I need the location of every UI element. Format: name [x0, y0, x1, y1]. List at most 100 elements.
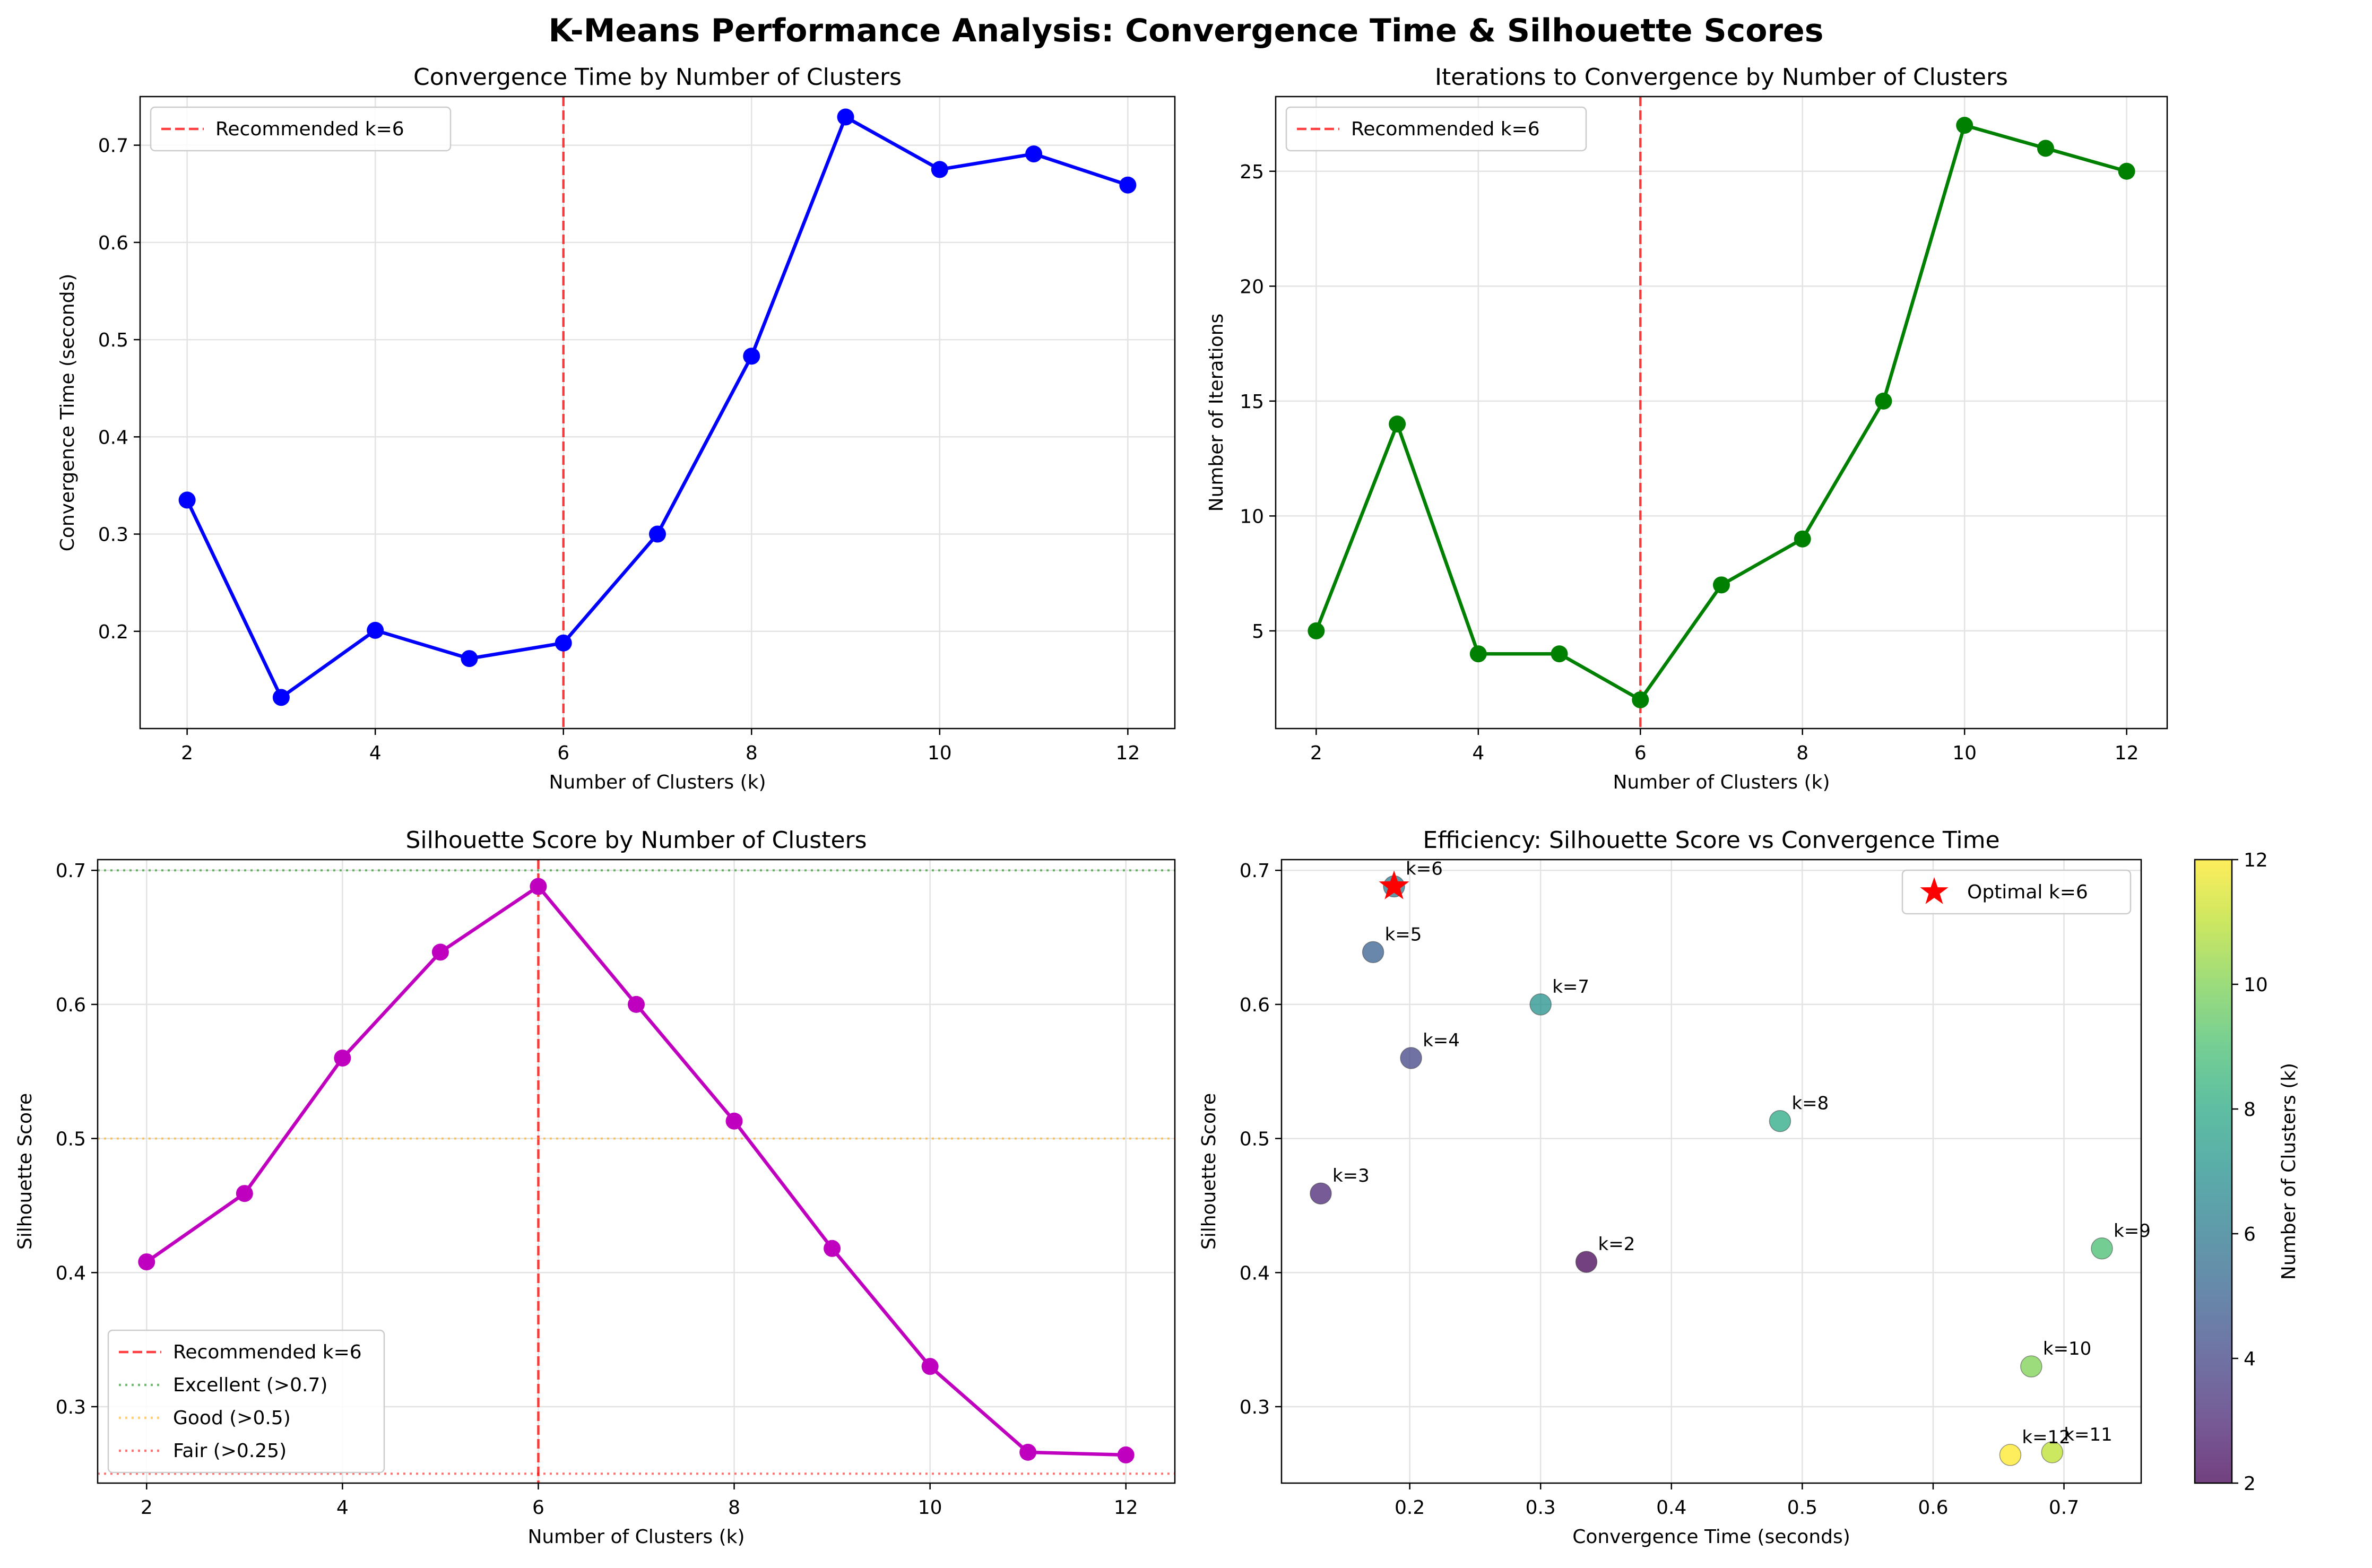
- data-point: [1551, 645, 1568, 663]
- scatter-point: [1999, 1444, 2022, 1466]
- x-tick-label: 0.2: [1395, 1497, 1425, 1519]
- scatter-point: [1400, 1047, 1422, 1069]
- legend-label: Recommended k=6: [173, 1341, 362, 1363]
- data-point: [2118, 162, 2135, 180]
- scatter-point: [2091, 1237, 2113, 1260]
- data-point: [178, 491, 196, 509]
- data-point: [921, 1358, 939, 1375]
- y-tick-label: 0.7: [1240, 860, 1270, 882]
- data-point: [1469, 645, 1487, 663]
- axes-frame: [1275, 96, 2168, 730]
- point-label: k=6: [1406, 859, 1443, 880]
- scatter-point: [1310, 1182, 1332, 1205]
- legend-box: [1285, 106, 1587, 152]
- scatter-point: [1769, 1110, 1791, 1132]
- x-tick-label: 10: [918, 1497, 942, 1519]
- data-point: [837, 108, 854, 126]
- x-tick-label: 6: [532, 1497, 544, 1519]
- y-tick-label: 0.2: [98, 621, 128, 643]
- x-tick-label: 2: [181, 742, 193, 764]
- data-point: [1308, 622, 1325, 639]
- colorbar-tick-label: 2: [2244, 1473, 2256, 1495]
- data-point: [1875, 392, 1892, 410]
- y-tick-label: 0.7: [98, 135, 128, 157]
- point-label: k=3: [1332, 1165, 1370, 1186]
- y-axis-label: Convergence Time (seconds): [57, 274, 79, 552]
- point-label: k=2: [1598, 1234, 1635, 1255]
- panel-efficiency-scatter: Efficiency: Silhouette Score vs Converge…: [1198, 827, 2151, 1548]
- y-tick-label: 0.3: [56, 1397, 86, 1418]
- y-axis-label: Silhouette Score: [14, 1093, 36, 1250]
- colorbar-tick-label: 6: [2244, 1224, 2256, 1245]
- panel-iterations: Iterations to Convergence by Number of C…: [1206, 64, 2168, 793]
- point-label: k=12: [2022, 1427, 2070, 1448]
- x-tick-label: 6: [557, 742, 569, 764]
- legend-label: Fair (>0.25): [173, 1440, 287, 1462]
- y-tick-label: 0.4: [1240, 1262, 1270, 1284]
- legend-box: [1901, 869, 2132, 915]
- legend-box: [150, 106, 452, 152]
- data-point: [272, 689, 290, 706]
- y-axis-label: Silhouette Score: [1198, 1093, 1220, 1250]
- colorbar: 2 4 6 8 10 12 Number of Clusters (k): [2194, 850, 2300, 1495]
- scatter-point: [1575, 1251, 1598, 1273]
- point-label: k=5: [1385, 924, 1422, 945]
- y-tick-label: 0.5: [1240, 1129, 1270, 1150]
- y-tick-label: 0.4: [56, 1262, 86, 1284]
- legend-box: [107, 1329, 385, 1474]
- y-tick-label: 0.5: [98, 330, 128, 351]
- x-tick-label: 12: [1114, 1497, 1138, 1519]
- x-tick-label: 6: [1634, 742, 1647, 764]
- panel-title: Convergence Time by Number of Clusters: [413, 64, 902, 91]
- x-tick-label: 0.5: [1787, 1497, 1817, 1519]
- data-point: [461, 650, 478, 668]
- point-label: k=9: [2114, 1220, 2151, 1242]
- data-point: [1119, 176, 1137, 194]
- x-tick-label: 8: [746, 742, 758, 764]
- legend-label: Optimal k=6: [1967, 881, 2088, 903]
- y-axis-label: Number of Iterations: [1206, 314, 1227, 512]
- y-tick-label: 0.3: [98, 524, 128, 546]
- y-tick-label: 5: [1252, 621, 1264, 643]
- x-tick-label: 0.7: [2049, 1497, 2079, 1519]
- x-tick-label: 12: [1115, 742, 1140, 764]
- colorbar-tick-label: 8: [2244, 1099, 2256, 1121]
- data-point: [1025, 145, 1043, 163]
- y-tick-label: 0.3: [1240, 1397, 1270, 1418]
- y-tick-label: 0.6: [56, 994, 86, 1016]
- x-tick-label: 0.4: [1656, 1497, 1686, 1519]
- x-tick-label: 4: [1472, 742, 1484, 764]
- legend-label: Recommended k=6: [215, 118, 404, 140]
- data-point: [1713, 576, 1730, 594]
- y-tick-label: 0.6: [1240, 994, 1270, 1016]
- y-tick-label: 0.7: [56, 860, 86, 882]
- y-tick-label: 0.5: [56, 1129, 86, 1150]
- data-point: [1019, 1443, 1037, 1461]
- data-point: [236, 1185, 253, 1202]
- x-tick-label: 8: [728, 1497, 740, 1519]
- data-point: [931, 161, 948, 178]
- y-tick-label: 0.6: [98, 232, 128, 254]
- x-tick-label: 2: [1310, 742, 1322, 764]
- data-point: [649, 525, 666, 543]
- x-tick-label: 10: [1952, 742, 1977, 764]
- x-tick-label: 10: [928, 742, 952, 764]
- data-point: [824, 1240, 841, 1257]
- panel-title: Silhouette Score by Number of Clusters: [405, 827, 867, 854]
- data-point: [1956, 117, 1973, 134]
- x-axis-label: Convergence Time (seconds): [1572, 1526, 1850, 1548]
- y-tick-label: 20: [1240, 276, 1264, 298]
- colorbar-label: Number of Clusters (k): [2278, 1063, 2300, 1280]
- x-tick-label: 2: [141, 1497, 153, 1519]
- data-point: [628, 995, 645, 1013]
- point-label: k=8: [1791, 1093, 1829, 1114]
- colorbar-tick-label: 10: [2244, 974, 2268, 996]
- figure-title: K-Means Performance Analysis: Convergenc…: [549, 12, 1824, 49]
- point-label: k=11: [2064, 1424, 2112, 1445]
- data-point: [431, 943, 449, 961]
- legend-swatch: [1920, 877, 1949, 904]
- x-tick-label: 12: [2115, 742, 2139, 764]
- panel-silhouette-score: Silhouette Score by Number of Clusters 2 4…: [14, 827, 1176, 1548]
- x-tick-label: 4: [336, 1497, 349, 1519]
- scatter-point: [2020, 1355, 2042, 1378]
